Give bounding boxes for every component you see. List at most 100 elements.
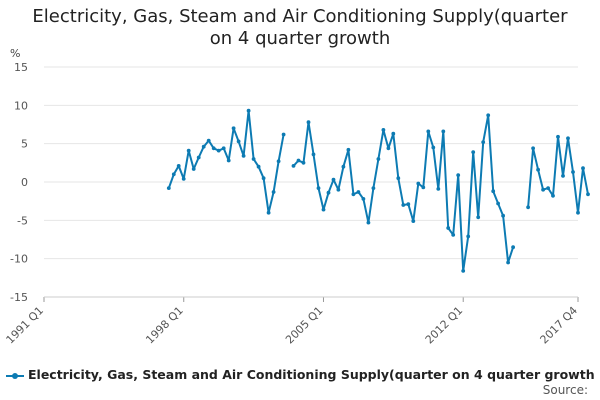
data-point[interactable] [281,132,286,137]
data-point[interactable] [301,160,306,165]
data-point[interactable] [566,136,570,141]
data-point[interactable] [316,186,321,191]
data-point[interactable] [176,164,181,168]
data-point[interactable] [191,167,196,171]
data-point[interactable] [501,213,505,218]
data-point[interactable] [371,186,376,191]
series-line [527,135,589,214]
data-point[interactable] [576,210,580,215]
y-axis-unit-label: % [10,47,20,60]
data-point[interactable] [586,192,590,197]
data-point[interactable] [306,120,311,125]
data-point[interactable] [166,186,171,191]
data-point[interactable] [326,190,331,195]
data-point[interactable] [556,134,560,139]
data-point[interactable] [581,166,585,171]
data-point[interactable] [351,192,356,197]
data-point[interactable] [181,177,186,181]
data-point[interactable] [431,145,436,150]
data-point[interactable] [321,207,326,212]
data-point[interactable] [511,245,515,250]
y-tick-label: -15 [10,291,28,304]
y-tick-label: 15 [14,61,28,74]
data-point[interactable] [451,233,456,237]
series-line [292,114,515,272]
data-point[interactable] [311,152,316,157]
data-point[interactable] [251,157,256,161]
data-point[interactable] [271,190,276,194]
data-point[interactable] [541,187,545,192]
data-point[interactable] [346,147,351,152]
legend[interactable]: Electricity, Gas, Steam and Air Conditio… [6,367,595,382]
data-point[interactable] [391,131,396,136]
x-tick-label: 2005 Q1 [283,304,326,347]
grid-lines [44,66,578,298]
data-point[interactable] [466,234,471,239]
data-point[interactable] [446,226,451,230]
data-point[interactable] [216,148,221,153]
data-point[interactable] [226,158,231,163]
data-point[interactable] [396,176,401,181]
data-point[interactable] [491,189,496,194]
data-point[interactable] [221,146,226,151]
data-point[interactable] [561,174,565,178]
data-point[interactable] [406,202,411,207]
y-tick-label: 0 [21,176,28,189]
chart-title-line-2: on 4 quarter growth [209,28,391,49]
x-tick-label: 1998 Q1 [143,304,186,347]
data-point[interactable] [186,148,191,153]
data-point[interactable] [471,150,476,155]
data-point[interactable] [256,164,261,169]
data-point[interactable] [496,201,500,206]
data-point[interactable] [231,126,236,131]
data-point[interactable] [531,146,535,151]
data-point[interactable] [291,164,296,168]
data-point[interactable] [336,187,341,192]
data-point[interactable] [366,220,371,225]
data-point[interactable] [331,177,336,182]
data-point[interactable] [551,193,555,198]
data-point[interactable] [376,157,381,161]
data-point[interactable] [341,164,346,169]
data-point[interactable] [441,129,446,134]
data-point[interactable] [266,210,271,215]
x-axis-ticks: 1991 Q1 1998 Q1 2005 Q1 2012 Q1 2017 Q4 [4,297,580,347]
data-point[interactable] [486,113,491,118]
data-point[interactable] [246,108,251,113]
data-point[interactable] [381,127,386,132]
legend-series-marker [6,370,24,382]
data-point[interactable] [526,205,530,210]
data-point[interactable] [546,186,550,191]
y-tick-label: 10 [14,99,28,112]
data-point[interactable] [356,190,361,194]
y-axis-ticks: 15 10 5 0 -5 -10 -15 [10,61,28,304]
data-point[interactable] [436,187,441,191]
data-point[interactable] [456,173,461,178]
data-point[interactable] [401,203,406,207]
data-point[interactable] [236,139,241,144]
data-point[interactable] [421,185,426,190]
source-label: Source: [542,383,588,397]
data-point[interactable] [411,219,416,224]
data-point[interactable] [461,269,466,273]
data-point[interactable] [206,138,211,143]
data-point[interactable] [476,215,481,220]
data-point[interactable] [196,155,201,160]
data-point[interactable] [506,260,510,265]
data-point[interactable] [261,176,266,181]
data-point[interactable] [276,159,281,164]
x-tick-label: 2012 Q1 [423,304,466,347]
data-point[interactable] [426,129,431,134]
data-point[interactable] [386,146,391,151]
data-point[interactable] [171,172,176,177]
data-point[interactable] [201,144,206,149]
data-point[interactable] [416,181,421,186]
data-point[interactable] [361,197,366,201]
data-point[interactable] [481,140,486,145]
data-point[interactable] [211,146,216,151]
data-point[interactable] [571,170,575,174]
data-point[interactable] [536,167,540,172]
data-point[interactable] [296,158,301,163]
data-point[interactable] [241,154,246,158]
